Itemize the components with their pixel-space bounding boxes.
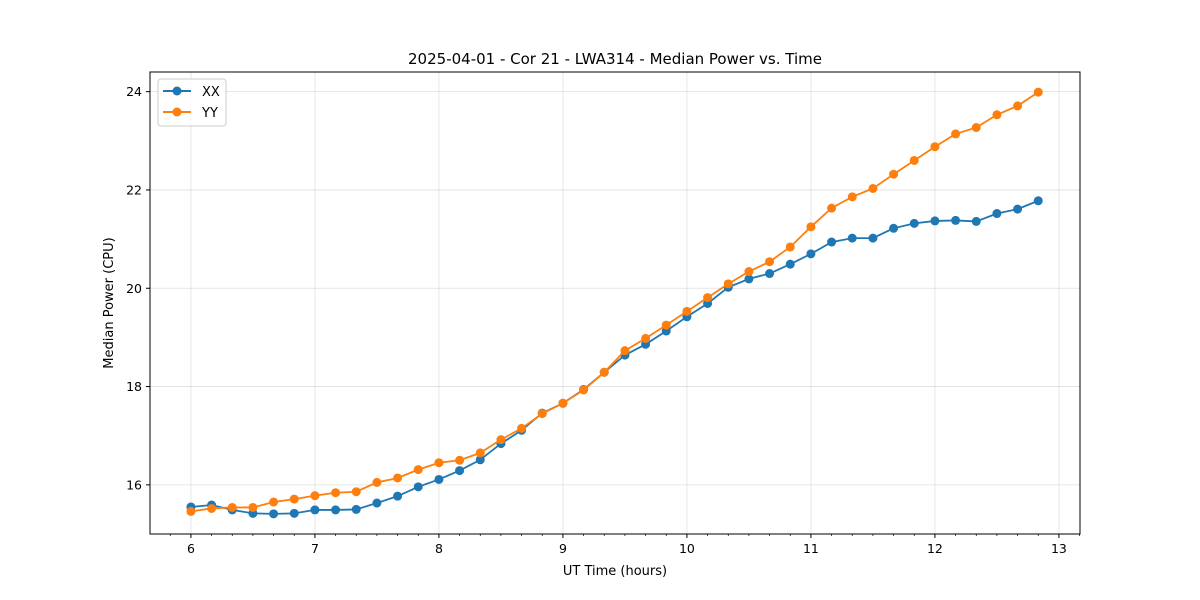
data-point-xx xyxy=(393,491,403,501)
series-line-xx xyxy=(190,199,1039,515)
legend-label-xx: XX xyxy=(202,85,220,100)
data-point-xx xyxy=(744,274,754,284)
data-point-yy xyxy=(723,279,733,289)
x-tick-label: 9 xyxy=(559,541,567,556)
data-point-yy xyxy=(475,448,485,458)
data-point-xx xyxy=(413,482,423,492)
data-point-xx xyxy=(269,509,279,519)
data-point-yy xyxy=(1033,87,1043,97)
y-tick-label: 24 xyxy=(126,84,142,99)
data-point-yy xyxy=(269,497,279,507)
x-tick-label: 6 xyxy=(187,541,195,556)
series-layer xyxy=(186,87,1043,519)
data-point-yy xyxy=(682,306,692,316)
data-point-xx xyxy=(889,223,899,233)
data-point-yy xyxy=(827,203,837,213)
data-point-yy xyxy=(847,192,857,202)
data-point-xx xyxy=(434,474,444,484)
y-tick-label: 20 xyxy=(126,281,142,296)
plot-frame xyxy=(149,71,1081,535)
data-point-xx xyxy=(475,455,485,465)
data-point-yy xyxy=(703,293,713,303)
data-point-yy xyxy=(413,465,423,475)
data-point-yy xyxy=(620,346,630,356)
data-point-yy xyxy=(579,385,589,395)
data-point-xx xyxy=(847,233,857,243)
data-point-xx xyxy=(785,259,795,269)
data-point-yy xyxy=(909,155,919,165)
data-point-yy xyxy=(992,110,1002,120)
data-point-yy xyxy=(744,267,754,277)
legend-marker-yy xyxy=(172,107,182,117)
data-point-xx xyxy=(455,466,465,476)
data-point-yy xyxy=(599,367,609,377)
data-point-yy xyxy=(951,129,961,139)
data-point-yy xyxy=(558,398,568,408)
x-tick-label: 10 xyxy=(679,541,695,556)
y-axis-label: Median Power (CPU) xyxy=(102,237,117,368)
series-yy xyxy=(186,87,1043,516)
x-tick-label: 8 xyxy=(435,541,443,556)
x-tick-label: 7 xyxy=(311,541,319,556)
data-point-yy xyxy=(351,487,361,497)
data-point-yy xyxy=(393,473,403,483)
data-point-yy xyxy=(186,506,196,516)
x-axis-label: UT Time (hours) xyxy=(563,564,667,579)
data-point-yy xyxy=(971,123,981,133)
data-point-yy xyxy=(868,183,878,193)
data-point-yy xyxy=(455,455,465,465)
data-point-yy xyxy=(496,435,506,445)
x-tick-label: 13 xyxy=(1051,541,1067,556)
series-line-yy xyxy=(190,91,1039,513)
grid xyxy=(150,72,1080,534)
data-point-xx xyxy=(765,269,775,279)
y-tick-label: 18 xyxy=(126,379,142,394)
y-tick-label: 16 xyxy=(126,477,142,492)
data-point-yy xyxy=(537,409,547,419)
data-point-xx xyxy=(951,215,961,225)
data-point-xx xyxy=(331,505,341,515)
data-point-yy xyxy=(765,257,775,267)
data-point-yy xyxy=(289,494,299,504)
data-point-yy xyxy=(248,502,258,512)
legend-marker-xx xyxy=(172,86,182,96)
chart-title: 2025-04-01 - Cor 21 - LWA314 - Median Po… xyxy=(408,50,822,68)
data-point-xx xyxy=(827,237,837,247)
data-point-yy xyxy=(227,502,237,512)
data-point-yy xyxy=(372,477,382,487)
x-tick-label: 12 xyxy=(927,541,943,556)
data-point-yy xyxy=(207,503,217,513)
data-point-yy xyxy=(310,491,320,501)
legend-label-yy: YY xyxy=(201,106,218,121)
data-point-xx xyxy=(806,249,816,259)
data-point-yy xyxy=(1013,101,1023,111)
data-point-xx xyxy=(1013,204,1023,214)
data-point-yy xyxy=(785,242,795,252)
data-point-yy xyxy=(641,333,651,343)
data-point-xx xyxy=(971,216,981,226)
data-point-xx xyxy=(992,209,1002,219)
y-tick-label: 22 xyxy=(126,182,142,197)
data-point-yy xyxy=(889,169,899,179)
series-xx xyxy=(186,196,1043,519)
ticks: 6 7 8 9 10 11 12 13 16 18 20 22 24 xyxy=(126,84,1080,556)
data-point-yy xyxy=(331,488,341,498)
data-point-xx xyxy=(909,218,919,228)
data-point-xx xyxy=(372,498,382,508)
x-tick-label: 11 xyxy=(803,541,819,556)
data-point-yy xyxy=(517,423,527,433)
data-point-xx xyxy=(289,508,299,518)
data-point-yy xyxy=(661,320,671,330)
data-point-xx xyxy=(310,505,320,515)
data-point-yy xyxy=(930,142,940,152)
data-point-xx xyxy=(930,216,940,226)
data-point-xx xyxy=(1033,196,1043,206)
data-point-xx xyxy=(868,233,878,243)
data-point-yy xyxy=(806,222,816,232)
data-point-xx xyxy=(351,504,361,514)
data-point-yy xyxy=(434,458,444,468)
legend: XX YY xyxy=(157,78,227,127)
